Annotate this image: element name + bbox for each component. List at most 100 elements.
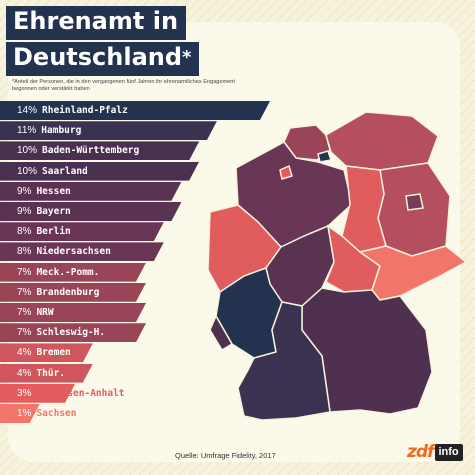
bar-value-label: 10% [17,145,38,157]
map-region-hamburg [317,150,332,163]
map-region-saarland [209,314,234,352]
map-region-bremen [279,164,293,180]
bar-row: 7% Schleswig-H. [0,323,146,343]
bar-label: 8% Berlin [17,222,71,241]
bar-category-label: Saarland [42,165,88,177]
bar-category-label: NRW [36,307,54,318]
zdfinfo-logo: zdf info [407,441,463,463]
map-region-mecklenburg [325,111,439,171]
title-text-1: Ehrenamt in [13,7,179,35]
bar-value-label: 4% [17,367,32,379]
title-text-2: Deutschland [13,43,183,71]
bar-label: 7% Meck.-Pomm. [17,263,99,282]
title-line-2: Deutschland* [6,42,200,76]
bar-row: 9% Bayern [0,202,182,221]
title-asterisk: * [182,47,192,68]
bar-value-label: 8% [17,226,32,238]
source-note: Quelle: Umfrage Fidelity, 2017 [175,451,276,460]
bar [0,404,40,423]
bar [0,181,182,201]
bar-row: 8% Berlin [0,222,164,242]
bar [0,303,146,322]
bar-label: 7% NRW [17,303,54,322]
bar-row: 8% Niedersachsen [0,242,164,262]
bar [0,222,164,242]
bar-category-label: Berlin [36,226,71,238]
bar-value-label: 14% [17,105,38,116]
map-region-sachsen [358,245,468,301]
bar [0,383,76,403]
bar-label: 4% Bremen [17,343,71,362]
logo-zdf: zdf [407,442,434,462]
bar-row: 4% Bremen [0,343,93,363]
bar-category-label: Bremen [36,347,71,359]
bar-row: 10% Baden-Württemberg [0,141,200,161]
bar-label: 9% Bayern [17,202,71,221]
bar-value-label: 9% [17,185,32,197]
bar [0,323,146,343]
bar-value-label: 7% [17,266,32,278]
bar-label: 3% Sachsen-Anhalt [17,384,125,403]
bar-row: 14% Rheinland-Pfalz [0,101,270,120]
footnote: *Anteil der Personen, die in den vergang… [12,79,235,92]
bar [0,282,146,302]
bar-category-label: Rheinland-Pfalz [42,105,128,116]
bar-label: 10% Baden-Württemberg [17,141,139,160]
bar-value-label: 10% [17,165,38,177]
bar-category-label: Niedersachsen [36,246,111,258]
bar-category-label: Hamburg [41,125,82,137]
bar-category-label: Brandenburg [36,286,100,298]
bar [0,363,93,383]
bar-category-label: Thür. [36,367,66,379]
bar-row: 1% Sachsen [0,404,77,423]
bar-label: 4% Thür. [17,364,65,383]
map-region-sachsen-anhalt [341,165,387,253]
bar [0,161,200,181]
bar-value-label: 11% [17,125,37,137]
bar-value-label: 8% [17,246,32,258]
bar-value-label: 7% [17,286,32,298]
bar-row: 3% Sachsen-Anhalt [0,383,125,403]
bar [0,202,182,221]
bar-row: 7% Meck.-Pomm. [0,262,146,282]
bar-label: 11% Hamburg [17,121,81,140]
title-line-1: Ehrenamt in [6,6,187,40]
bar-row: 10% Saarland [0,161,200,181]
bar-label: 1% Sachsen [17,404,77,423]
bar [0,343,93,363]
bar-row: 11% Hamburg [0,121,217,141]
bar-value-label: 1% [17,408,32,419]
bar-label: 9% Hessen [17,182,71,201]
bar-value-label: 7% [17,307,32,318]
bar-value-label: 7% [17,327,32,339]
bar-label: 14% Rheinland-Pfalz [17,101,128,120]
bar-row: 7% NRW [0,303,146,322]
bar-row: 9% Hessen [0,181,182,201]
bar [0,101,270,120]
bar-label: 8% Niedersachsen [17,242,111,261]
bar-row: 7% Brandenburg [0,282,146,302]
map-region-baden-wuerttemberg [237,301,331,421]
bar-label: 10% Saarland [17,162,88,181]
bar-category-label: Sachsen [36,408,77,419]
map-region-berlin [405,193,424,211]
bar-category-label: Sachsen-Anhalt [44,387,125,399]
bar-value-label: 4% [17,347,32,359]
bar-category-label: Bayern [36,206,71,217]
title-block: Ehrenamt in Deutschland* [6,6,200,78]
bar-category-label: Hessen [36,185,71,197]
logo-info: info [435,443,463,461]
bar-category-label: Meck.-Pomm. [36,266,100,278]
bar [0,141,200,161]
bar-label: 7% Brandenburg [17,283,99,302]
bar [0,242,164,262]
bar [0,121,217,141]
bar-value-label: 3% [17,387,32,399]
bar-category-label: Schleswig-H. [36,327,106,339]
bar-row: 4% Thür. [0,363,93,383]
bar [0,262,146,282]
bar-category-label: Baden-Württemberg [42,145,140,157]
bar-value-label: 9% [17,206,32,217]
bar-label: 7% Schleswig-H. [17,323,105,342]
